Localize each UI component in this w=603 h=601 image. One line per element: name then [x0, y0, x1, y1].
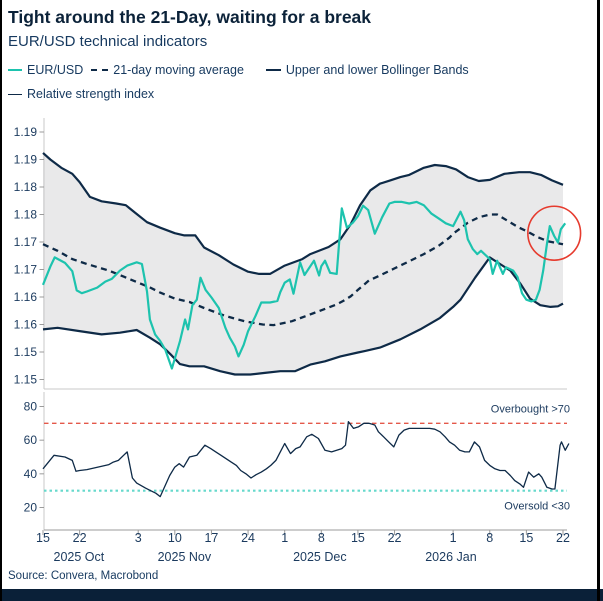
x-tick-label: 22: [73, 531, 87, 545]
main-y-tick-label: 1.17: [14, 235, 38, 249]
legend-label-ma: 21-day moving average: [113, 63, 244, 77]
rsi-y-tick-label: 60: [24, 433, 38, 447]
chart-subtitle: EUR/USD technical indicators: [8, 33, 208, 50]
x-tick-label: 24: [241, 531, 255, 545]
x-tick-label: 8: [318, 531, 325, 545]
legend-label-rsi: Relative strength index: [27, 87, 155, 101]
main-y-tick-label: 1.16: [14, 290, 38, 304]
x-tick-label: 10: [168, 531, 182, 545]
rsi-y-tick-label: 40: [24, 467, 38, 481]
bollinger-band-swatch-icon: [265, 69, 281, 71]
moving-average-swatch-icon: [91, 69, 109, 71]
oversold-label: Oversold <30: [504, 501, 570, 513]
main-y-tick-label: 1.16: [14, 318, 38, 332]
main-y-tick-label: 1.15: [14, 373, 38, 387]
x-tick-label: 15: [36, 531, 50, 545]
x-tick-label: 22: [556, 531, 570, 545]
x-tick-label: 15: [351, 531, 365, 545]
x-month-label: 2025 Oct: [54, 550, 105, 564]
x-tick-label: 17: [204, 531, 218, 545]
page-title: Tight around the 21-Day, waiting for a b…: [8, 7, 372, 27]
x-month-label: 2025 Dec: [293, 550, 347, 564]
legend-row-2: Relative strength index: [8, 87, 162, 101]
x-month-label: 2025 Nov: [158, 550, 212, 564]
upper-band-line: [42, 152, 564, 275]
rsi-line-swatch-icon: [8, 93, 22, 95]
main-y-tick-label: 1.18: [14, 180, 38, 194]
x-tick-label: 1: [281, 531, 288, 545]
x-tick-label: 1: [450, 531, 457, 545]
x-tick-label: 8: [486, 531, 493, 545]
legend-row-1: EUR/USD 21-day moving average Upper and …: [8, 63, 477, 77]
legend-label-bollinger: Upper and lower Bollinger Bands: [285, 63, 469, 77]
eurusd-line: [41, 200, 567, 370]
overbought-label: Overbought >70: [491, 403, 570, 415]
rsi-y-tick-label: 20: [24, 501, 38, 515]
footer-bar: [0, 589, 603, 601]
x-tick-label: 22: [388, 531, 402, 545]
eurusd-line-swatch-icon: [8, 69, 22, 71]
legend-label-eurusd: EUR/USD: [27, 63, 84, 77]
main-y-tick-label: 1.19: [14, 125, 38, 139]
bollinger-band-fill: [43, 152, 563, 375]
highlight-circle: [527, 205, 582, 261]
main-y-tick-label: 1.19: [14, 153, 38, 167]
left-border: [0, 0, 2, 601]
right-border: [597, 0, 600, 601]
source-note: Source: Convera, Macrobond: [8, 570, 159, 582]
x-tick-label: 3: [135, 531, 142, 545]
main-y-tick-label: 1.18: [14, 208, 38, 222]
main-y-tick-label: 1.17: [14, 263, 38, 277]
rsi-y-tick-label: 80: [24, 400, 38, 414]
x-tick-label: 15: [519, 531, 533, 545]
rsi-line: [42, 420, 570, 498]
main-y-tick-label: 1.15: [14, 345, 38, 359]
x-month-label: 2026 Jan: [425, 550, 476, 564]
